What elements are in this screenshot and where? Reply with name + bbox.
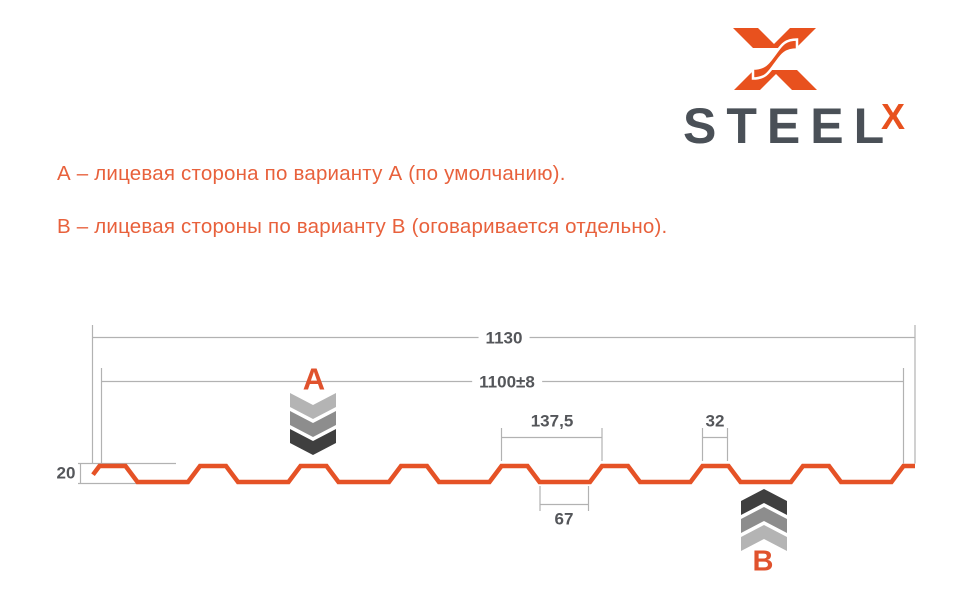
brand-name: STEEL: [683, 98, 895, 154]
working-width-dim-label: 1100±8: [472, 373, 542, 391]
logo-x-top-left-bar: [733, 28, 778, 48]
logo-x-s-swoosh: [751, 38, 799, 80]
variant-b-label: B: [752, 545, 774, 578]
logo-x-icon: [733, 28, 817, 90]
logo-x-bottom-right-bar: [772, 70, 817, 90]
brand-superscript-x: X: [881, 96, 906, 137]
trough-width-dim-label: 67: [554, 509, 574, 529]
note-variant-a: А – лицевая сторона по варианту А (по ум…: [57, 162, 566, 185]
variant-b-chevrons-icon: [741, 489, 787, 551]
rib-pitch-dim-label: 137,5: [530, 411, 574, 431]
logo-x-bottom-left-bar: [734, 70, 780, 90]
overall-width-dim-label: 1130: [478, 329, 530, 347]
crest-width-dim-label: 32: [705, 411, 725, 431]
variant-a-label: A: [302, 361, 326, 397]
logo-x-top-right-bar: [770, 28, 816, 48]
profile-sheet-outline: [91, 463, 915, 485]
note-variant-b: В – лицевая стороны по варианту В (огова…: [57, 215, 668, 238]
variant-a-chevrons-icon: [290, 393, 336, 455]
height-dim-label: 20: [56, 463, 76, 483]
